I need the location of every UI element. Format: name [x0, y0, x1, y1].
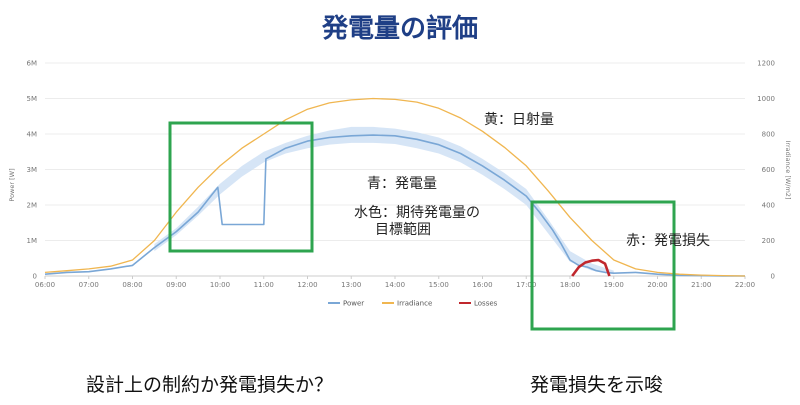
- axis-ticks: 0 0 1M 200 2M 400 3M 600 4M 800 5M 1000 6M 1200 06:00 0…: [27, 60, 776, 290]
- legend-label-losses[interactable]: Losses: [474, 300, 498, 308]
- x-tick-label: 18:00: [560, 281, 580, 289]
- y-axis-left-label: Power [W]: [8, 168, 16, 201]
- annotation-power: 青：発電量: [367, 176, 437, 192]
- series-line-losses: [571, 258, 611, 277]
- highlight-box-left: [168, 121, 314, 253]
- annotation-expected-2: 目標範囲: [375, 222, 431, 238]
- y-right-tick-label: 800: [762, 131, 775, 139]
- series-layer: [44, 97, 746, 277]
- x-tick-label: 17:00: [516, 281, 536, 289]
- x-tick-label: 13:00: [341, 281, 361, 289]
- y-left-tick-label: 2M: [27, 202, 38, 210]
- y-left-tick-label: 3M: [27, 166, 38, 174]
- x-tick-label: 11:00: [254, 281, 274, 289]
- y-left-tick-label: 6M: [27, 60, 38, 68]
- highlight-box-right: [530, 200, 676, 331]
- x-tick-label: 15:00: [429, 281, 449, 289]
- x-tick-label: 14:00: [385, 281, 405, 289]
- x-tick-label: 12:00: [297, 281, 317, 289]
- x-tick-label: 06:00: [35, 281, 55, 289]
- y-right-tick-label: 200: [762, 237, 775, 245]
- y-right-tick-label: 1000: [757, 95, 775, 103]
- annotation-losses: 赤：発電損失: [626, 233, 710, 249]
- y-right-tick-label: 400: [762, 202, 775, 210]
- x-tick-label: 08:00: [122, 281, 142, 289]
- x-tick-label: 19:00: [604, 281, 624, 289]
- x-tick-label: 16:00: [472, 281, 492, 289]
- x-tick-label: 21:00: [691, 281, 711, 289]
- y-left-tick-label: 4M: [27, 131, 38, 139]
- y-right-tick-label: 0: [771, 273, 775, 281]
- x-tick-label: 07:00: [79, 281, 99, 289]
- x-tick-label: 10:00: [210, 281, 230, 289]
- annotation-expected-1: 水色：期待発電量の: [354, 205, 480, 221]
- legend-label-power[interactable]: Power: [343, 300, 364, 308]
- y-right-tick-label: 600: [762, 166, 775, 174]
- legend[interactable]: Power Irradiance Losses: [328, 300, 498, 308]
- y-left-tick-label: 1M: [27, 237, 38, 245]
- expected-range-band: [154, 126, 614, 275]
- annotation-irradiance: 黄：日射量: [484, 112, 554, 128]
- x-tick-label: 22:00: [735, 281, 755, 289]
- x-tick-label: 09:00: [166, 281, 186, 289]
- series-line-irradiance: [44, 97, 746, 277]
- x-tick-label: 20:00: [647, 281, 667, 289]
- caption-left: 設計上の制約か発電損失か？: [86, 374, 334, 396]
- legend-label-irradiance[interactable]: Irradiance: [397, 300, 432, 308]
- y-right-tick-label: 1200: [757, 60, 775, 68]
- y-axis-right-label: Irradiance [W/m2]: [784, 141, 792, 200]
- y-left-tick-label: 5M: [27, 95, 38, 103]
- page-title: 発電量の評価: [321, 14, 478, 44]
- y-left-tick-label: 0: [33, 273, 37, 281]
- caption-right: 発電損失を示唆: [530, 374, 664, 396]
